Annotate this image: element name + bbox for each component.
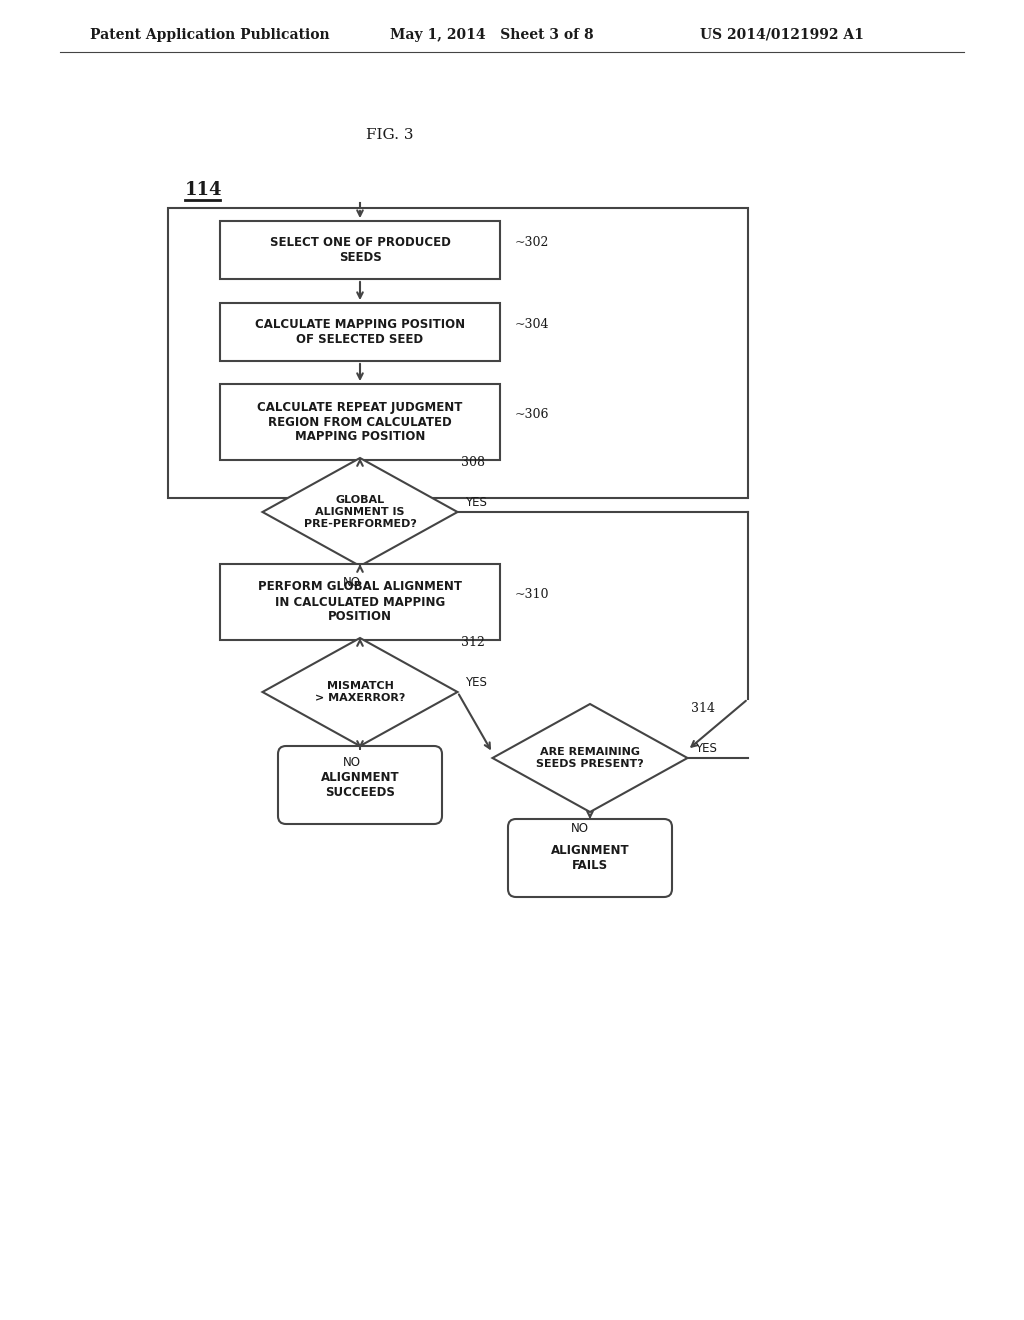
Text: ~302: ~302 [515,235,549,248]
FancyBboxPatch shape [278,746,442,824]
Text: ALIGNMENT
SUCCEEDS: ALIGNMENT SUCCEEDS [321,771,399,799]
Text: SELECT ONE OF PRODUCED
SEEDS: SELECT ONE OF PRODUCED SEEDS [269,236,451,264]
Polygon shape [493,704,687,812]
Text: Patent Application Publication: Patent Application Publication [90,28,330,42]
Text: US 2014/0121992 A1: US 2014/0121992 A1 [700,28,864,42]
Text: PERFORM GLOBAL ALIGNMENT
IN CALCULATED MAPPING
POSITION: PERFORM GLOBAL ALIGNMENT IN CALCULATED M… [258,581,462,623]
FancyBboxPatch shape [220,220,500,279]
Text: 312: 312 [462,636,485,649]
Polygon shape [262,638,458,746]
FancyBboxPatch shape [508,818,672,898]
Text: NO: NO [343,755,361,768]
Text: NO: NO [343,576,361,589]
Text: GLOBAL
ALIGNMENT IS
PRE-PERFORMED?: GLOBAL ALIGNMENT IS PRE-PERFORMED? [303,495,417,528]
Text: MISMATCH
> MAXERROR?: MISMATCH > MAXERROR? [314,681,406,702]
Text: ~310: ~310 [515,587,550,601]
FancyBboxPatch shape [220,564,500,640]
Text: 308: 308 [462,455,485,469]
Text: ALIGNMENT
FAILS: ALIGNMENT FAILS [551,843,630,873]
FancyBboxPatch shape [220,304,500,360]
Text: ~304: ~304 [515,318,550,330]
Text: ARE REMAINING
SEEDS PRESENT?: ARE REMAINING SEEDS PRESENT? [537,747,644,768]
FancyBboxPatch shape [220,384,500,459]
Text: FIG. 3: FIG. 3 [367,128,414,143]
Text: YES: YES [466,495,487,508]
Text: 114: 114 [185,181,222,199]
Text: CALCULATE REPEAT JUDGMENT
REGION FROM CALCULATED
MAPPING POSITION: CALCULATE REPEAT JUDGMENT REGION FROM CA… [257,400,463,444]
Text: ~306: ~306 [515,408,550,421]
Text: YES: YES [466,676,487,689]
Text: NO: NO [571,821,589,834]
Text: 314: 314 [691,702,716,715]
Text: May 1, 2014   Sheet 3 of 8: May 1, 2014 Sheet 3 of 8 [390,28,594,42]
Text: CALCULATE MAPPING POSITION
OF SELECTED SEED: CALCULATE MAPPING POSITION OF SELECTED S… [255,318,465,346]
Bar [168,209,748,498]
Polygon shape [262,458,458,566]
Text: YES: YES [695,742,718,755]
